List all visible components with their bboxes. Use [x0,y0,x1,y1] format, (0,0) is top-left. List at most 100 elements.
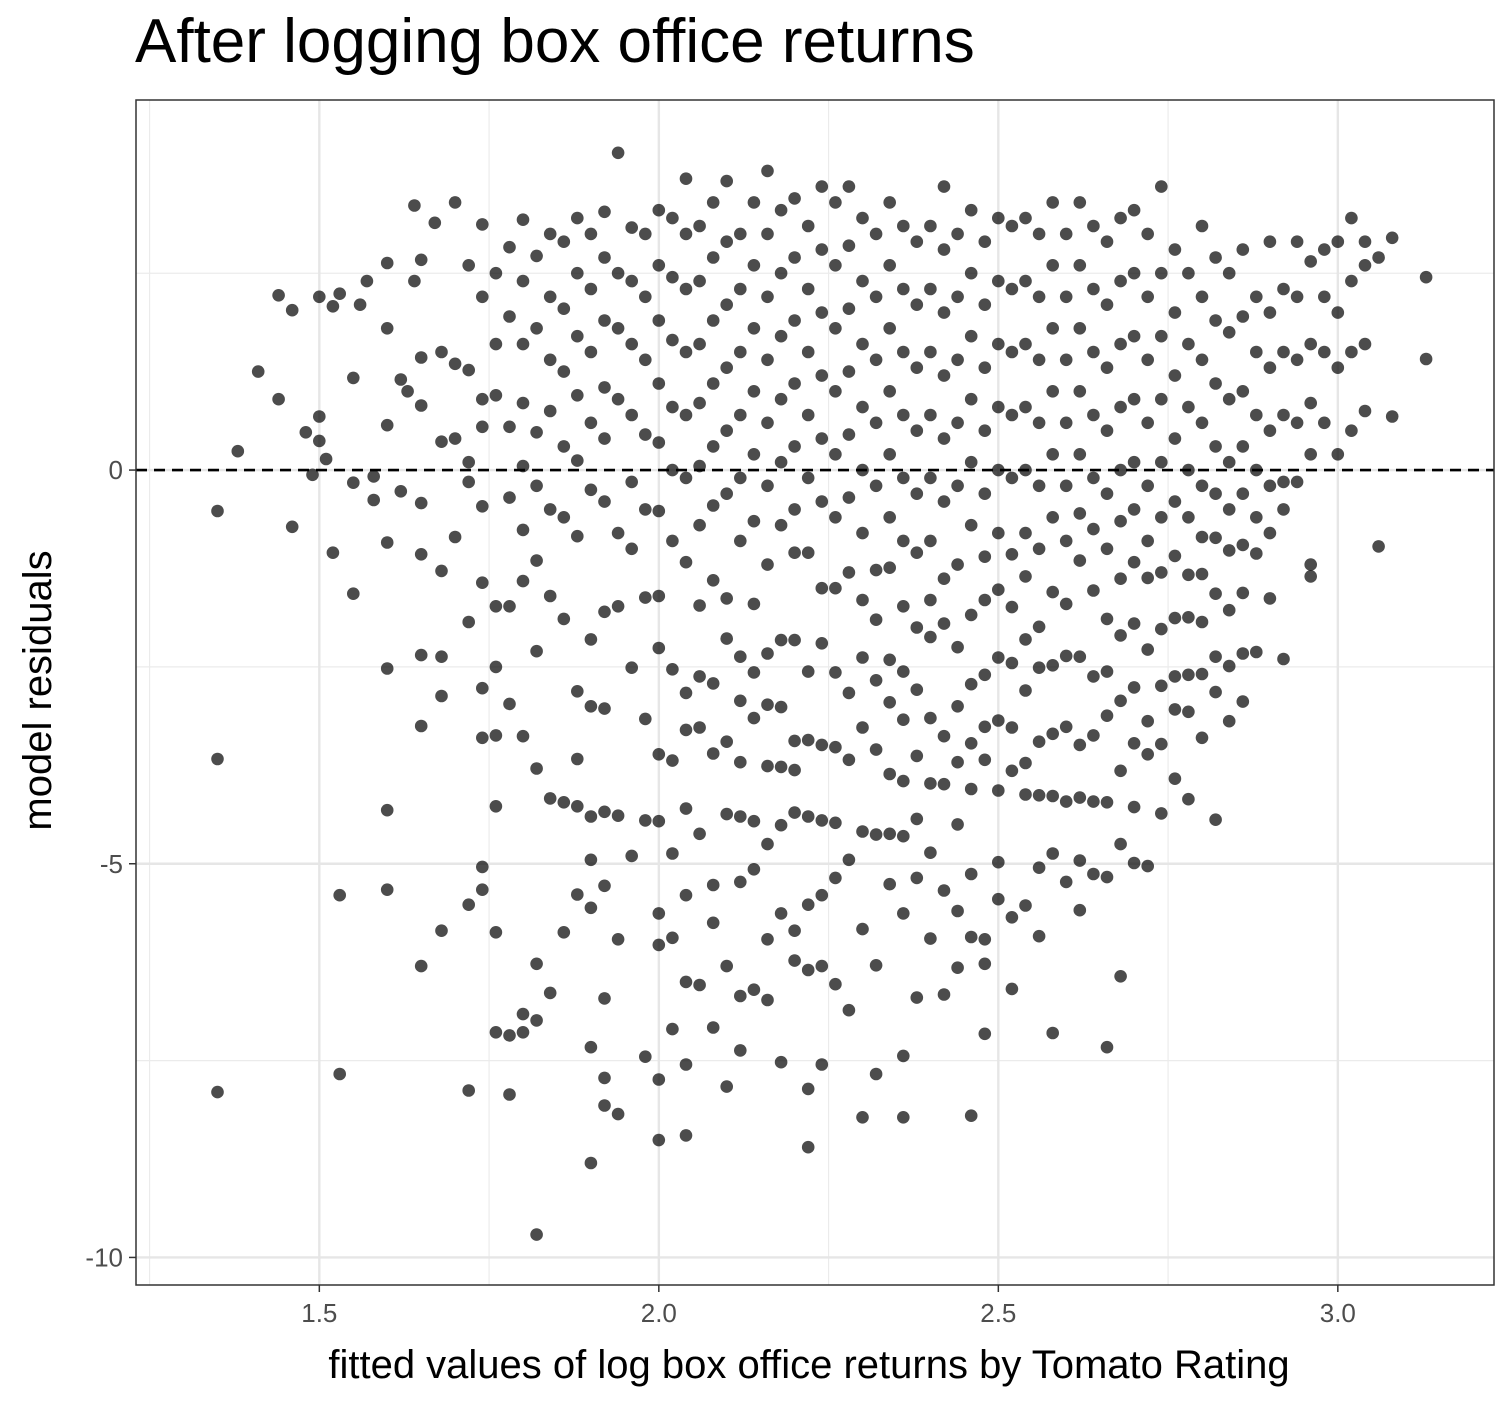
data-point [801,345,815,359]
data-point [1222,544,1236,557]
data-point [557,365,571,378]
data-point [1046,585,1059,599]
data-point [611,392,625,406]
data-point [380,883,394,896]
data-point [448,432,462,445]
data-point [489,600,503,613]
data-point [801,1082,815,1096]
data-point [992,526,1005,540]
data-point [598,381,611,394]
data-point [1141,353,1154,367]
data-point [761,227,774,241]
data-point [1304,558,1317,571]
data-point [1168,243,1182,256]
data-point [1209,487,1222,501]
data-point [1290,416,1304,430]
data-point [951,416,964,430]
data-point [1114,572,1127,585]
data-point [774,266,788,280]
data-point [1263,424,1277,438]
data-point [666,663,679,676]
data-point [910,424,924,438]
data-point [774,203,788,217]
data-point [1127,737,1141,750]
data-point [964,930,978,944]
data-point [313,290,326,304]
data-point [788,924,801,937]
data-point [476,576,489,589]
data-point [1182,568,1195,582]
data-point [380,536,394,549]
data-point [747,863,761,876]
data-point [964,392,978,406]
data-point [706,747,720,760]
data-point [1236,310,1250,323]
data-point [706,574,720,587]
data-point [761,416,774,430]
data-point [1263,526,1277,540]
data-point [992,855,1005,869]
data-point [306,468,319,482]
data-point [978,298,992,312]
data-point [1318,243,1331,256]
data-point [462,363,476,377]
data-point [910,871,924,885]
data-point [1182,400,1195,414]
data-point [1073,854,1087,867]
data-point [666,847,679,860]
data-point [761,837,774,851]
data-point [326,300,340,313]
data-point [788,440,801,453]
data-point [611,266,625,280]
data-point [910,749,924,763]
data-point [924,593,937,607]
data-point [1182,337,1195,351]
data-point [1263,479,1277,493]
data-point [720,174,733,188]
data-point [883,767,896,781]
data-point [883,196,896,209]
data-point [815,738,829,752]
x-tick-label: 1.5 [301,1298,337,1328]
data-point [1222,392,1236,406]
data-point [734,694,747,708]
data-point [842,180,856,193]
data-point [598,1099,611,1112]
data-point [734,989,747,1003]
data-point [774,518,788,532]
data-point [747,514,761,528]
data-point [829,448,842,461]
data-point [666,270,679,284]
data-point [1209,650,1222,663]
data-point [1100,235,1114,248]
data-point [964,1109,978,1122]
data-point [924,471,937,485]
data-point [625,274,638,288]
data-point [856,400,869,414]
data-point [666,931,679,945]
data-point [992,211,1005,225]
data-point [1127,266,1141,280]
data-point [516,213,530,226]
plot-panel-border [135,99,1495,1286]
data-point [557,511,571,524]
data-point [1046,448,1059,461]
data-point [910,683,924,696]
data-point [543,227,557,241]
data-point [1019,633,1032,646]
data-point [1168,306,1182,319]
data-point [774,818,788,832]
data-point [1141,571,1154,585]
y-tick-label: -5 [100,849,123,879]
data-point [611,933,625,946]
data-point [829,385,842,398]
data-point [978,933,992,946]
data-point [1114,764,1127,778]
data-point [924,345,937,359]
data-point [720,487,733,501]
data-point [897,534,910,548]
data-point [937,432,951,445]
data-point [1222,326,1236,339]
data-point [557,926,571,939]
data-point [1168,772,1182,785]
